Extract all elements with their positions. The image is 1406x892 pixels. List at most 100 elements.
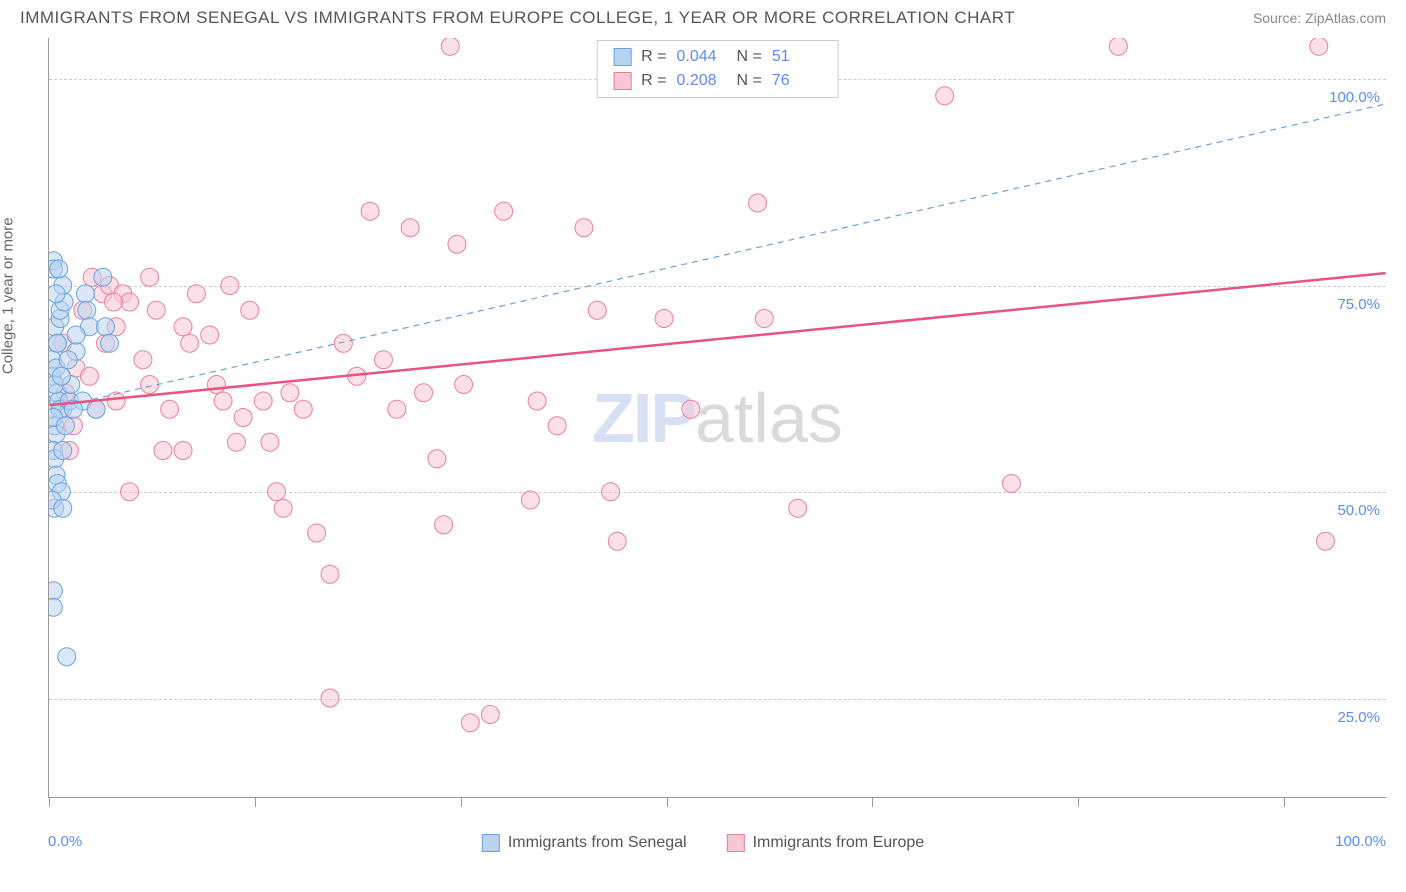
data-point — [52, 367, 70, 385]
stats-row-senegal: R = 0.044 N = 51 — [613, 45, 822, 69]
data-point — [97, 318, 115, 336]
x-tick — [49, 797, 50, 807]
data-point — [415, 384, 433, 402]
data-point — [64, 400, 82, 418]
chart-source: Source: ZipAtlas.com — [1253, 10, 1386, 26]
data-point — [54, 442, 72, 460]
r-value-europe: 0.208 — [677, 69, 727, 93]
x-axis-max-label: 100.0% — [1335, 833, 1386, 850]
data-point — [374, 351, 392, 369]
data-point — [147, 301, 165, 319]
x-tick — [461, 797, 462, 807]
data-point — [78, 301, 96, 319]
y-axis-label: College, 1 year or more — [0, 217, 17, 374]
data-point — [141, 376, 159, 394]
data-point — [274, 499, 292, 517]
x-tick — [872, 797, 873, 807]
data-point — [321, 689, 339, 707]
data-point — [361, 202, 379, 220]
data-point — [207, 376, 225, 394]
data-point — [80, 367, 98, 385]
data-point — [588, 301, 606, 319]
data-point — [141, 268, 159, 286]
data-point — [548, 417, 566, 435]
data-point — [1109, 38, 1127, 55]
data-point — [655, 310, 673, 328]
data-point — [201, 326, 219, 344]
swatch-senegal — [482, 834, 500, 852]
data-point — [401, 219, 419, 237]
data-point — [1310, 38, 1328, 55]
data-point — [181, 334, 199, 352]
chart-header: IMMIGRANTS FROM SENEGAL VS IMMIGRANTS FR… — [0, 0, 1406, 34]
data-point — [67, 326, 85, 344]
data-point — [94, 268, 112, 286]
data-point — [428, 450, 446, 468]
data-point — [161, 400, 179, 418]
data-point — [448, 235, 466, 253]
scatter-points-layer — [49, 38, 1386, 797]
data-point — [528, 392, 546, 410]
data-point — [214, 392, 232, 410]
series-legend: Immigrants from Senegal Immigrants from … — [482, 834, 924, 852]
r-value-senegal: 0.044 — [677, 45, 727, 69]
swatch-europe — [613, 72, 631, 90]
data-point — [187, 285, 205, 303]
chart-title: IMMIGRANTS FROM SENEGAL VS IMMIGRANTS FR… — [20, 8, 1015, 28]
data-point — [121, 483, 139, 501]
n-label: N = — [737, 45, 762, 69]
data-point — [455, 376, 473, 394]
data-point — [105, 293, 123, 311]
n-value-europe: 76 — [772, 69, 822, 93]
data-point — [441, 38, 459, 55]
data-point — [435, 516, 453, 534]
x-axis-min-label: 0.0% — [48, 833, 82, 850]
stats-row-europe: R = 0.208 N = 76 — [613, 69, 822, 93]
data-point — [789, 499, 807, 517]
data-point — [121, 293, 139, 311]
x-tick — [667, 797, 668, 807]
data-point — [49, 334, 66, 352]
x-tick — [1078, 797, 1079, 807]
data-point — [749, 194, 767, 212]
data-point — [481, 706, 499, 724]
data-point — [348, 367, 366, 385]
data-point — [682, 400, 700, 418]
data-point — [174, 318, 192, 336]
stats-legend: R = 0.044 N = 51 R = 0.208 N = 76 — [596, 40, 839, 98]
data-point — [294, 400, 312, 418]
data-point — [49, 598, 62, 616]
data-point — [107, 392, 125, 410]
legend-item-senegal: Immigrants from Senegal — [482, 834, 687, 852]
data-point — [755, 310, 773, 328]
n-label: N = — [737, 69, 762, 93]
data-point — [461, 714, 479, 732]
data-point — [54, 499, 72, 517]
r-label: R = — [641, 45, 666, 69]
legend-item-europe: Immigrants from Europe — [727, 834, 925, 852]
data-point — [174, 442, 192, 460]
data-point — [308, 524, 326, 542]
data-point — [59, 351, 77, 369]
data-point — [334, 334, 352, 352]
data-point — [49, 285, 65, 303]
data-point — [56, 417, 74, 435]
data-point — [575, 219, 593, 237]
data-point — [936, 87, 954, 105]
chart-container: College, 1 year or more ZIPatlas R = 0.0… — [0, 34, 1406, 854]
data-point — [268, 483, 286, 501]
data-point — [76, 285, 94, 303]
data-point — [1317, 532, 1335, 550]
swatch-senegal — [613, 48, 631, 66]
n-value-senegal: 51 — [772, 45, 822, 69]
data-point — [521, 491, 539, 509]
data-point — [388, 400, 406, 418]
data-point — [50, 260, 68, 278]
data-point — [87, 400, 105, 418]
data-point — [321, 565, 339, 583]
r-label: R = — [641, 69, 666, 93]
plot-area: ZIPatlas R = 0.044 N = 51 R = 0.208 N = … — [48, 38, 1386, 798]
legend-label-senegal: Immigrants from Senegal — [508, 834, 687, 852]
data-point — [241, 301, 259, 319]
data-point — [58, 648, 76, 666]
